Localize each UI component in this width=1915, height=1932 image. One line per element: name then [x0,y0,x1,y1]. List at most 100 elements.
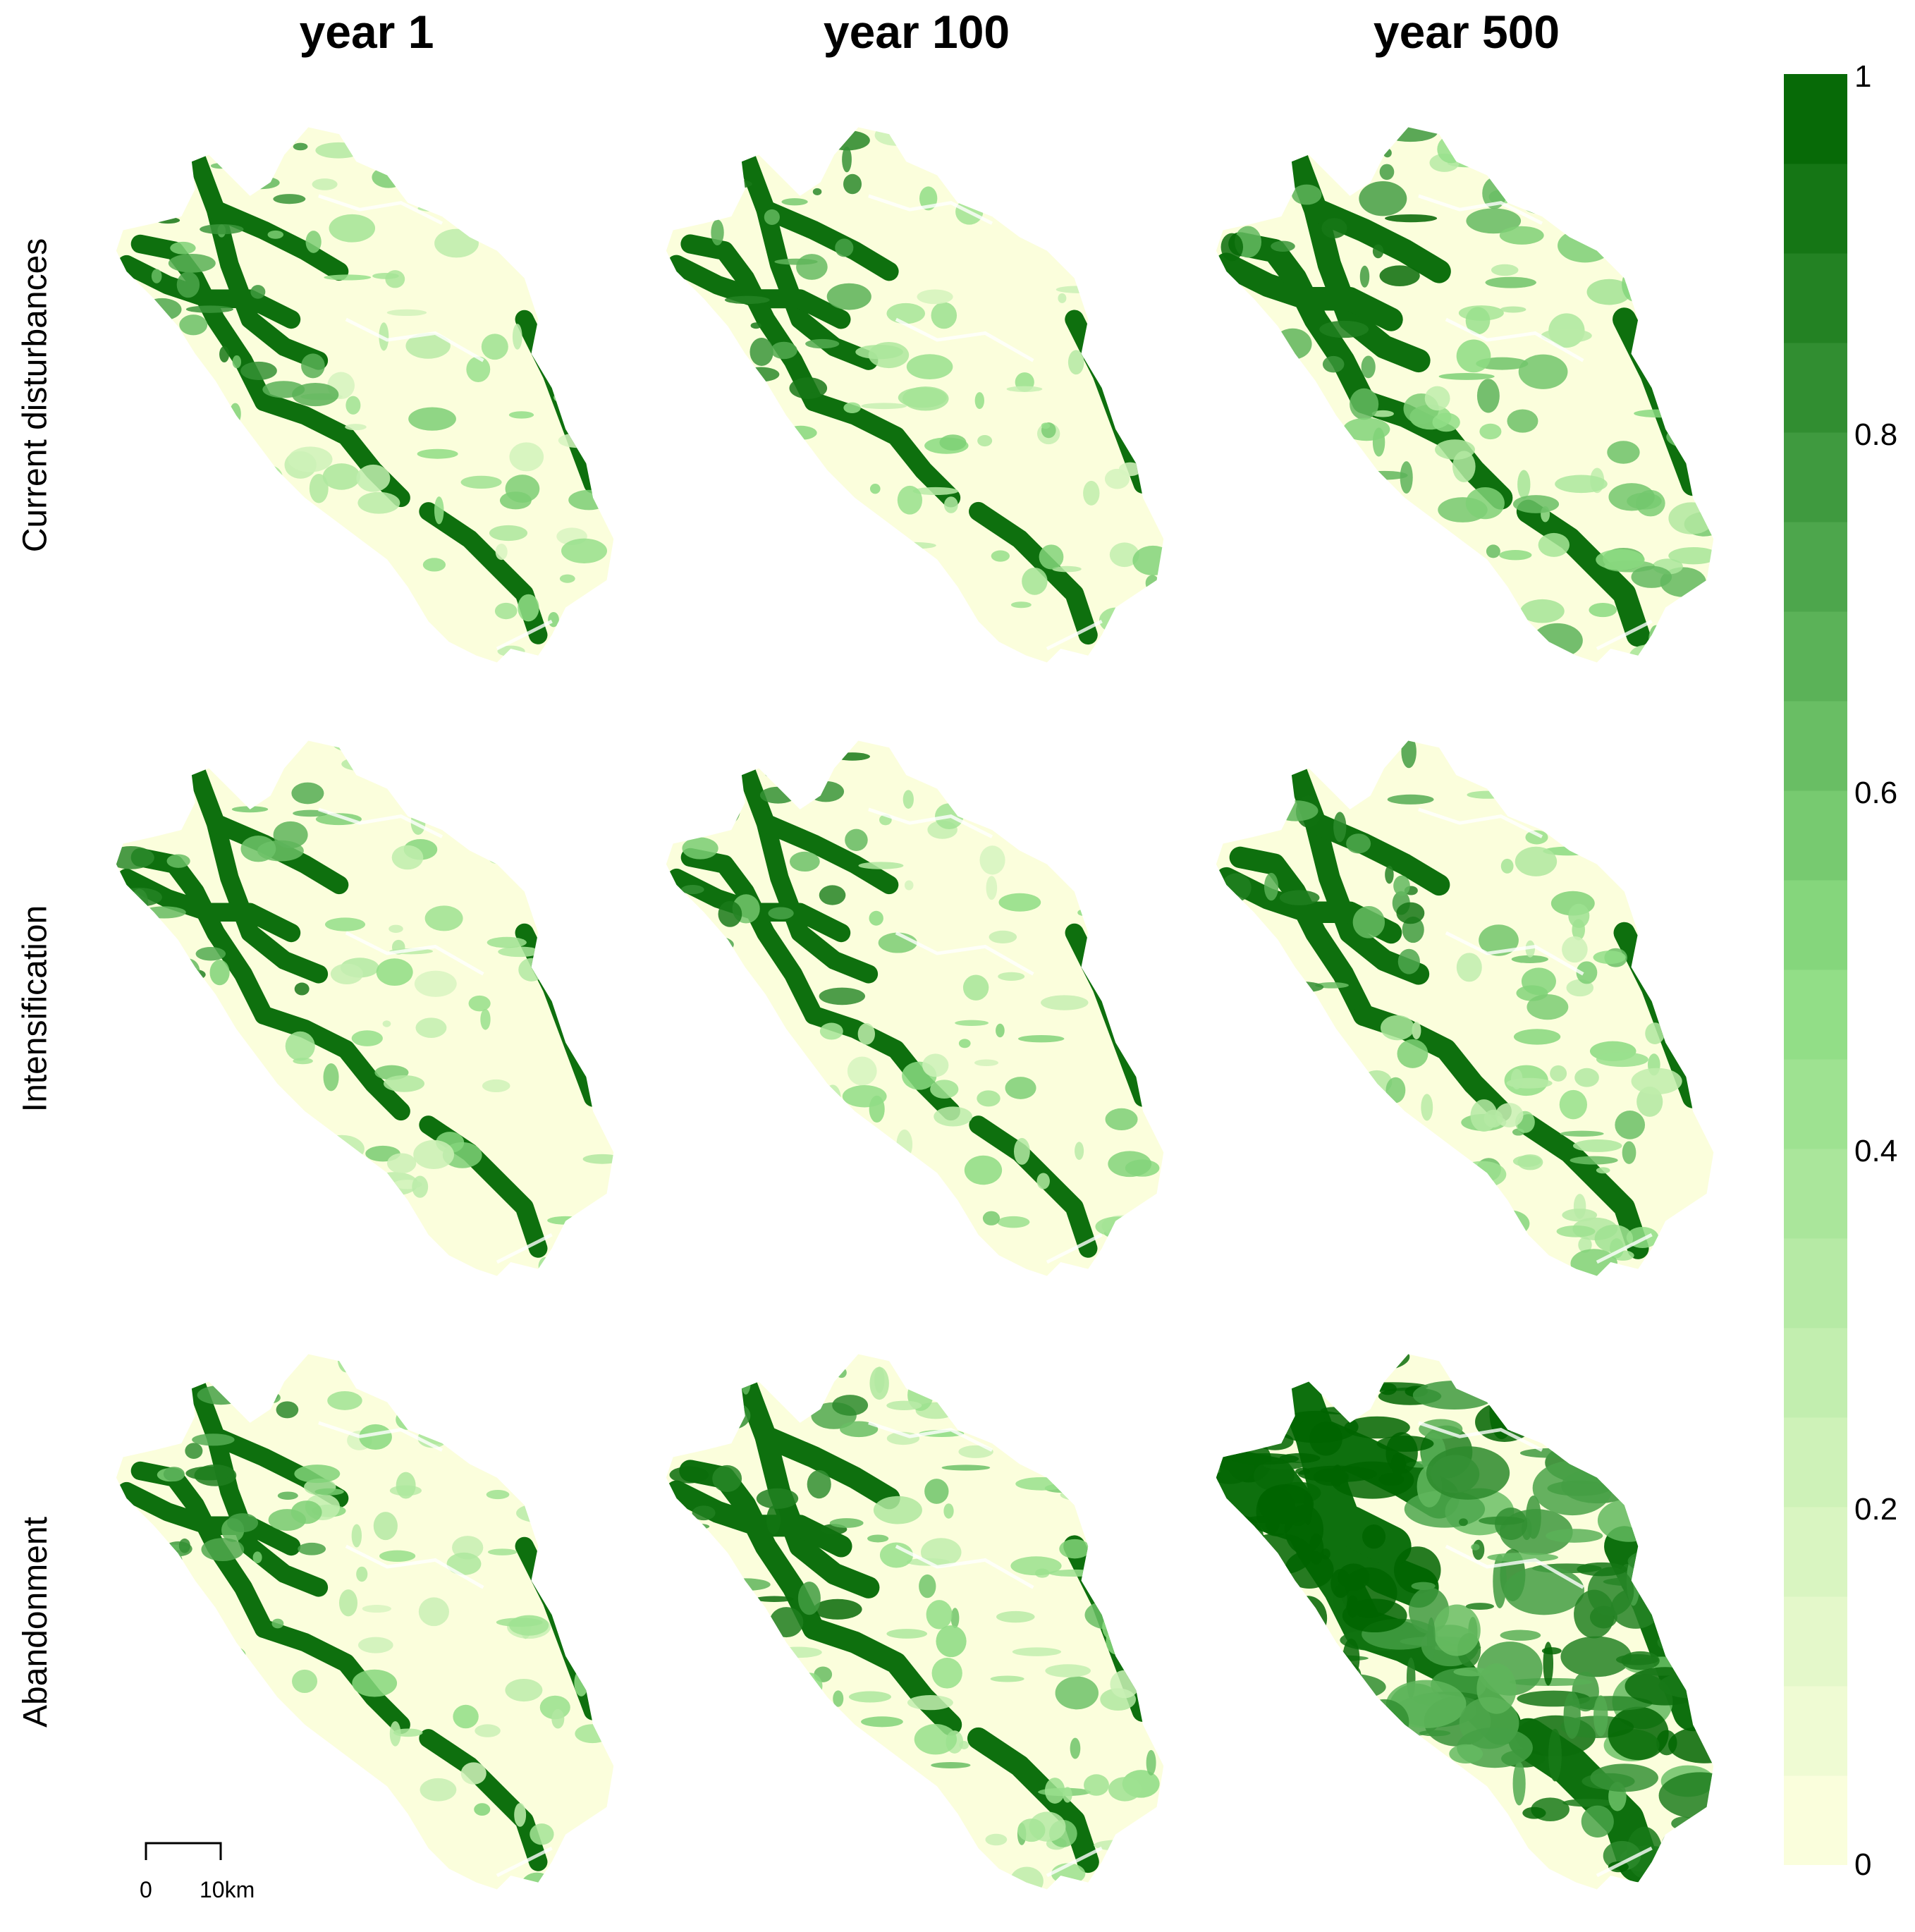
forest-patch [1627,1548,1698,1575]
forest-patch [1036,1173,1050,1190]
forest-patch [164,581,195,605]
forest-patch [151,269,162,283]
forest-patch [1059,1539,1091,1559]
forest-patch [1449,1744,1483,1764]
forest-patch [209,960,230,986]
forest-patch [1677,306,1693,321]
forest-patch [1252,1774,1265,1800]
forest-patch [1258,1484,1314,1524]
forest-patch [1511,955,1548,963]
forest-patch [1587,1567,1634,1616]
forest-patch [684,1523,710,1530]
forest-patch [1678,168,1694,183]
forest-patch [209,1761,255,1768]
forest-patch [1328,416,1342,446]
forest-patch [381,745,396,758]
forest-patch [1500,1630,1541,1641]
forest-patch [1333,1202,1375,1217]
forest-patch [1303,1062,1350,1084]
forest-patch [1512,1761,1526,1806]
forest-patch [254,465,283,489]
forest-patch [1562,1799,1615,1807]
forest-patch [474,1803,491,1816]
forest-patch [388,924,403,933]
forest-patch [117,966,145,973]
forest-patch [1379,164,1395,181]
forest-patch [1060,1488,1112,1502]
forest-patch [834,752,870,761]
forest-patch [1044,1778,1065,1804]
forest-patch [153,1594,169,1608]
forest-patch [490,798,532,817]
forest-patch [1574,1068,1599,1087]
forest-patch [1491,264,1519,276]
forest-patch [703,1254,749,1276]
forest-patch [228,1098,267,1107]
river-line [318,1421,443,1452]
legend-tick-0-6: 0.6 [1854,776,1898,810]
forest-patch [1541,328,1592,343]
forest-patch [169,517,199,536]
forest-patch [1352,905,1385,939]
forest-patch [1253,1584,1294,1608]
forest-patch [807,781,845,802]
forest-patch [1010,1866,1044,1890]
forest-patch [1265,1823,1313,1841]
forest-patch [1126,1865,1138,1879]
forest-patch [1106,1627,1127,1655]
forest-patch [418,1597,449,1627]
forest-patch [699,786,717,800]
forest-patch [1522,1806,1546,1819]
forest-patch [1410,1860,1450,1890]
forest-patch [118,1762,142,1787]
forest-patch [740,1365,752,1395]
forest-patch [1109,338,1158,351]
forest-patch [516,1503,561,1523]
forest-patch [1493,1554,1507,1608]
forest-patch [1056,286,1101,293]
forest-patch [1041,422,1051,429]
forest-patch [1405,1811,1479,1855]
legend-step [1784,1596,1847,1687]
forest-patch [1119,155,1147,170]
forest-patch [930,1080,959,1099]
forest-patch [1221,873,1252,902]
forest-patch [163,1467,185,1481]
forest-patch [143,1260,177,1276]
forest-patch [466,356,491,382]
forest-patch [1486,544,1500,558]
forest-patch [574,1669,589,1696]
forest-patch [855,345,903,360]
forest-patch [1476,379,1500,413]
forest-patch [934,1106,973,1127]
forest-patch [724,295,770,305]
forest-patch [396,1472,416,1499]
forest-patch [1239,1036,1256,1055]
forest-valley [1229,846,1375,1027]
forest-patch [330,963,363,984]
forest-patch [895,1779,935,1809]
forest-patch [1216,296,1249,310]
forest-patch [1087,740,1115,750]
forest-patch [1223,127,1242,159]
forest-patch [460,475,502,489]
forest-patch [1099,1511,1110,1540]
forest-patch [1407,1202,1440,1231]
forest-patch [950,629,976,648]
forest-patch [950,1608,960,1629]
forest-patch [179,314,208,336]
forest-patch [1108,1777,1142,1802]
forest-patch [1581,1805,1614,1838]
forest-patch [116,1759,152,1771]
river-line [318,807,443,838]
forest-patch [1075,1142,1084,1161]
forest-patch [301,353,325,379]
forest-patch [1475,1402,1534,1442]
forest-patch [309,473,329,503]
forest-patch [797,1673,823,1699]
forest-patch [496,1618,543,1627]
forest-patch [1476,1663,1517,1714]
forest-patch [1388,1151,1412,1175]
forest-patch [1578,1237,1592,1253]
forest-valley [756,200,899,281]
